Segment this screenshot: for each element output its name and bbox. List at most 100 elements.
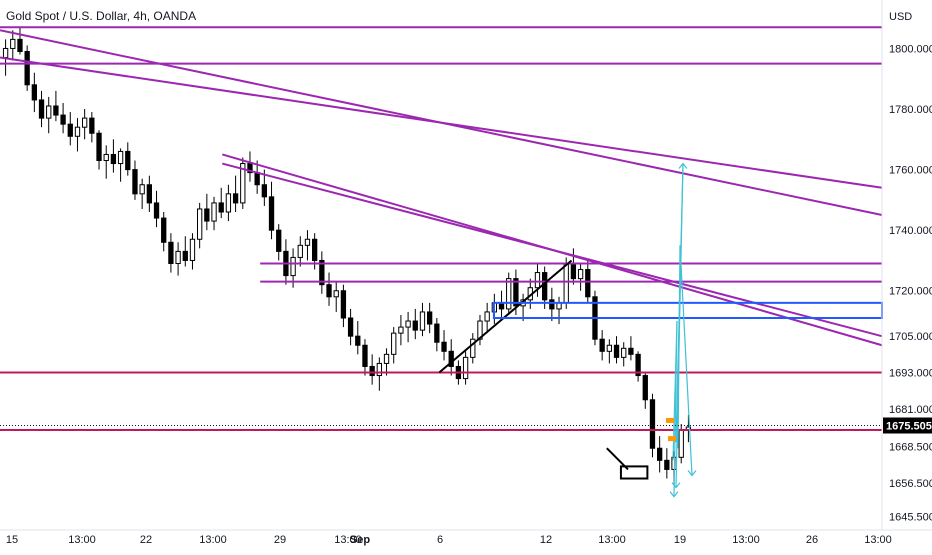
candle <box>405 311 411 343</box>
price-tick-label: 1656.500 <box>889 478 932 490</box>
candle <box>53 90 59 122</box>
orange-marker <box>666 417 674 423</box>
candle-body <box>642 375 648 401</box>
candle <box>534 263 541 297</box>
candle <box>434 318 440 352</box>
price-tick-label: 1693.000 <box>889 368 932 380</box>
candle-body <box>232 193 239 204</box>
candle-body <box>2 47 9 59</box>
projection-arrow <box>677 245 681 449</box>
candle <box>168 233 174 273</box>
candle <box>657 436 663 473</box>
candle-body <box>46 105 52 119</box>
candle-body <box>276 229 282 252</box>
candle <box>391 327 397 364</box>
candle-body <box>261 184 267 198</box>
candle-body <box>268 196 275 231</box>
candle-body <box>247 163 253 174</box>
candle-body <box>304 238 311 246</box>
time-tick-label: 22 <box>140 534 152 546</box>
candle-body <box>153 202 160 219</box>
candle <box>319 251 325 294</box>
time-tick-label: 19 <box>674 534 686 546</box>
candle-body <box>534 272 541 289</box>
price-tick-label: 1681.000 <box>889 404 932 416</box>
candle-body <box>599 338 605 352</box>
candle <box>340 284 347 328</box>
time-tick-label: 12 <box>540 534 552 546</box>
price-badge-text: 1675.505 <box>886 420 932 432</box>
candle <box>484 302 490 334</box>
candle-body <box>448 350 454 367</box>
candle-body <box>369 365 375 377</box>
price-tick-label: 1720.000 <box>889 286 932 298</box>
candle-body <box>103 153 109 162</box>
candle-body <box>333 290 339 298</box>
price-tick-label: 1740.000 <box>889 225 932 237</box>
candle-body <box>621 347 627 358</box>
candle <box>506 272 512 315</box>
time-tick-label: 13:00 <box>68 534 96 546</box>
candle <box>664 448 670 479</box>
candle <box>161 212 167 252</box>
candle-body <box>657 447 663 461</box>
candle-body <box>189 238 196 261</box>
candle-body <box>506 278 512 310</box>
candle-body <box>168 241 174 264</box>
candle-body <box>161 217 167 243</box>
candle <box>448 339 454 376</box>
candle-body <box>427 311 433 325</box>
candle-body <box>635 353 641 377</box>
candle <box>427 302 433 334</box>
candle-body <box>38 99 45 119</box>
candle-body <box>362 344 368 367</box>
price-tick-label: 1705.000 <box>889 331 932 343</box>
time-tick-label: 13:00 <box>732 534 760 546</box>
candle-body <box>549 299 555 310</box>
candle-body <box>462 356 469 380</box>
candle <box>276 224 282 261</box>
candle <box>362 339 368 376</box>
candle-body <box>254 172 260 186</box>
candle <box>347 308 354 346</box>
candle <box>182 236 188 267</box>
arrow-head <box>671 482 681 489</box>
candle-body <box>412 320 418 331</box>
purple-trend-line <box>222 162 883 338</box>
price-tick-label: 1668.500 <box>889 442 932 454</box>
arrow-head <box>687 470 697 477</box>
candle <box>89 112 95 143</box>
purple-trend-line <box>0 56 883 189</box>
black-trend-line <box>438 259 573 374</box>
candle-body <box>383 353 390 364</box>
price-ticks: 1800.000 1780.000 1760.000 1740.000 1720.000… <box>889 43 932 523</box>
projection-arrow <box>673 321 678 497</box>
candle-body <box>117 150 124 165</box>
candle-body <box>297 244 303 258</box>
candle-body <box>139 184 145 195</box>
candle <box>621 342 627 367</box>
candle <box>355 321 361 355</box>
candle <box>419 302 426 337</box>
candle-body <box>182 250 188 261</box>
candle <box>197 202 203 249</box>
candle-body <box>96 132 102 162</box>
candle-body <box>434 323 440 343</box>
candle-body <box>89 117 95 134</box>
candle <box>132 160 138 200</box>
candle <box>110 139 117 173</box>
candle <box>642 372 648 409</box>
candle-body <box>146 184 152 204</box>
candle-body <box>376 362 382 377</box>
candle <box>398 314 404 346</box>
candle <box>412 308 418 340</box>
candle <box>247 151 253 182</box>
candle-body <box>398 326 404 334</box>
arrow-head <box>669 491 679 498</box>
price-tick-label: 1645.500 <box>889 511 932 523</box>
candle <box>204 193 210 231</box>
time-tick-label: 29 <box>274 534 286 546</box>
candle <box>211 196 217 231</box>
